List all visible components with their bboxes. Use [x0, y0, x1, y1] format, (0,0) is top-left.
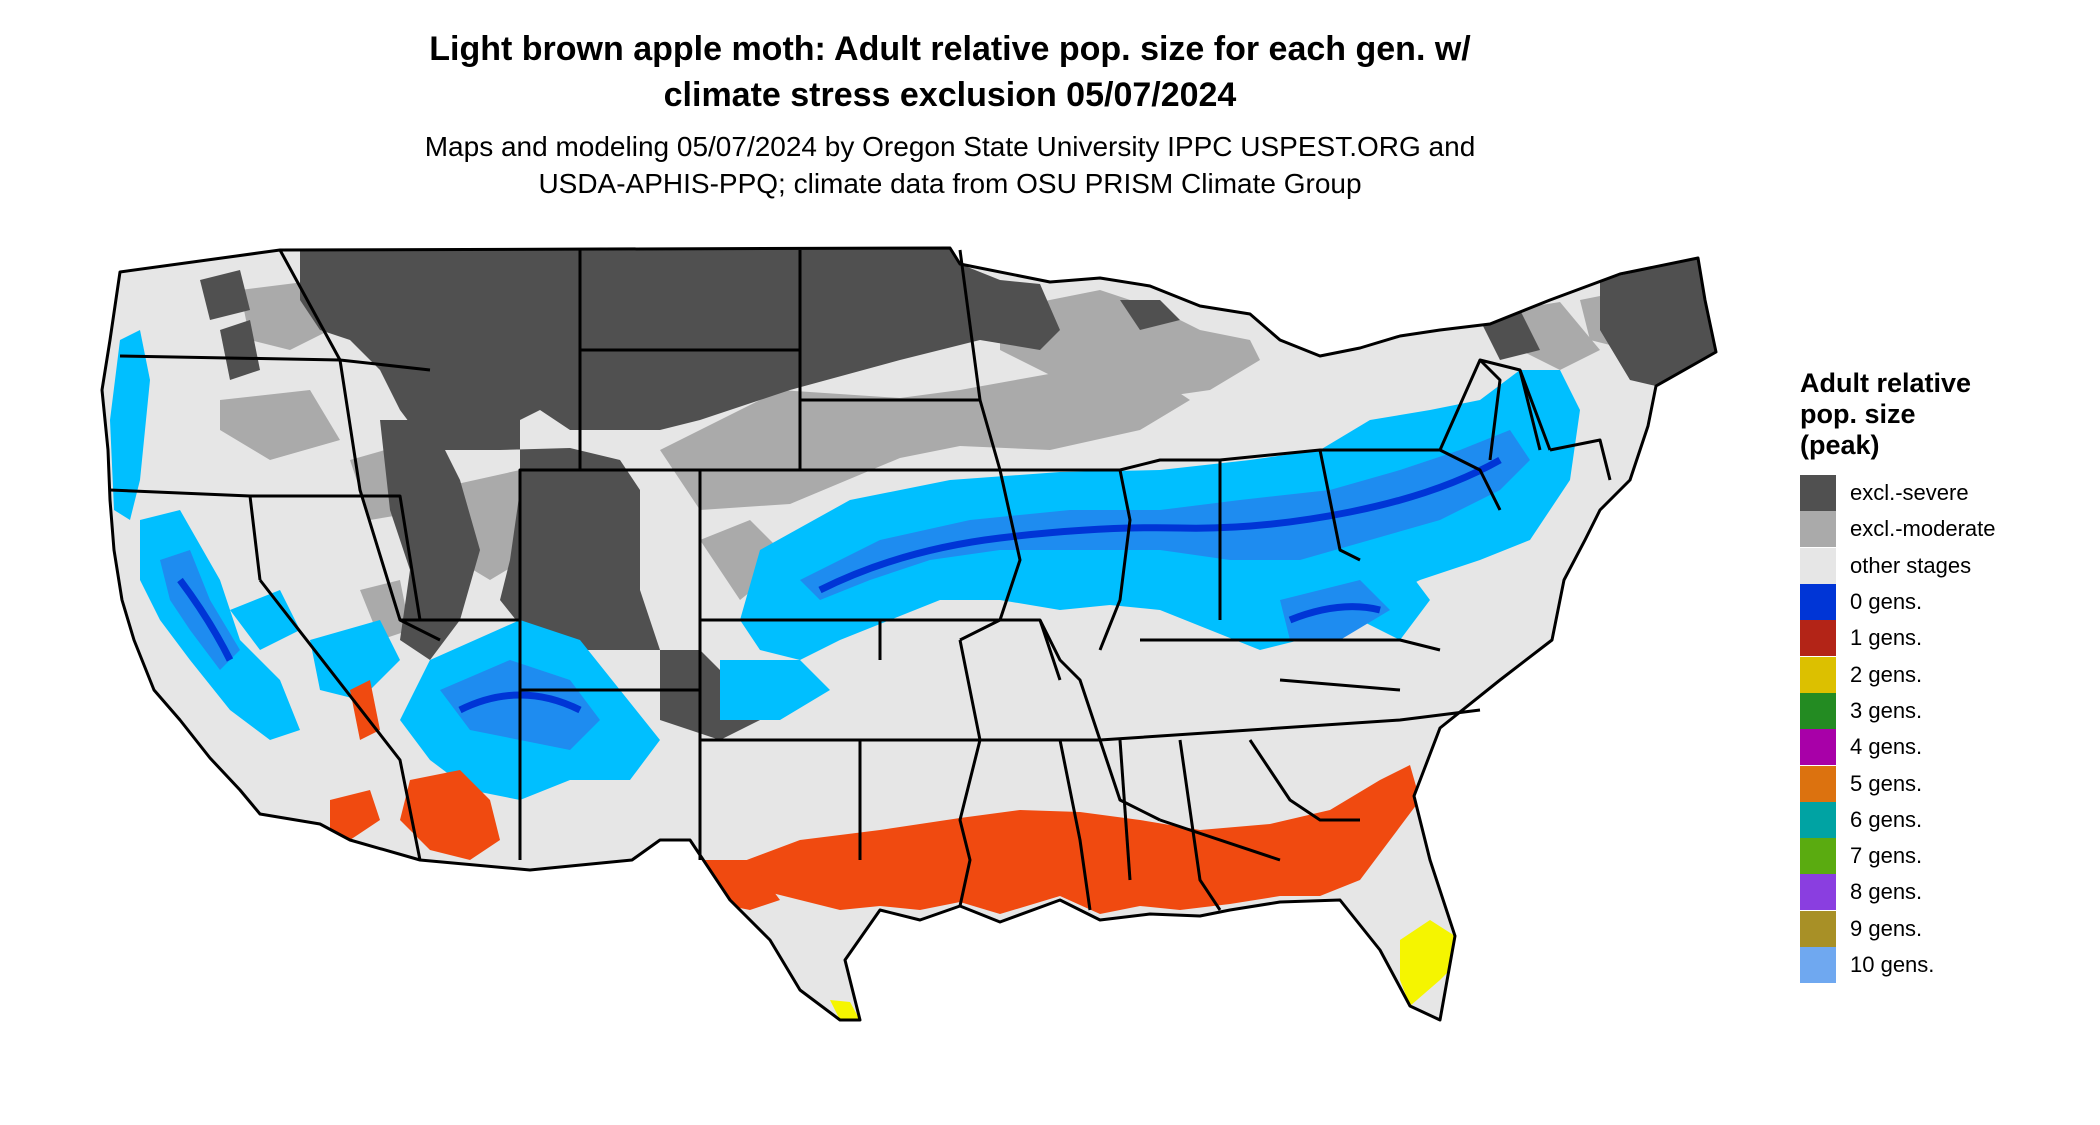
legend-item: excl.-moderate	[1800, 511, 2090, 548]
legend-swatch	[1800, 620, 1836, 657]
legend-label: excl.-severe	[1850, 480, 1969, 506]
subtitle-line-1: Maps and modeling 05/07/2024 by Oregon S…	[424, 131, 1476, 162]
legend-label: 2 gens.	[1850, 661, 1923, 687]
excl-severe-regions	[200, 248, 1716, 740]
two-gen-yellow-patches	[830, 920, 1460, 1020]
legend-label: 3 gens.	[1850, 697, 1923, 723]
legend-title-line-2: pop. size	[1800, 399, 1916, 429]
legend-swatch	[1800, 511, 1836, 548]
legend-item: 0 gens.	[1800, 584, 2090, 621]
legend-swatch	[1800, 838, 1836, 875]
legend-swatch	[1800, 947, 1836, 983]
subtitle-line-2: USDA-APHIS-PPQ; climate data from OSU PR…	[538, 168, 1362, 199]
legend-label: 8 gens.	[1850, 879, 1923, 905]
legend-label: excl.-moderate	[1850, 516, 1996, 542]
legend-label: 5 gens.	[1850, 770, 1923, 796]
legend-label: other stages	[1850, 552, 1972, 578]
legend-item: 7 gens.	[1800, 838, 2090, 875]
title-line-2: climate stress exclusion 05/07/2024	[663, 76, 1237, 114]
legend-item: 2 gens.	[1800, 656, 2090, 693]
legend-title-line-3: (peak)	[1800, 430, 1880, 460]
us-map	[100, 220, 1780, 1120]
legend-item: other stages	[1800, 547, 2090, 584]
legend-item: 1 gens.	[1800, 620, 2090, 657]
title-line-1: Light brown apple moth: Adult relative p…	[429, 30, 1471, 68]
map-subtitle: Maps and modeling 05/07/2024 by Oregon S…	[300, 128, 1600, 202]
legend-swatch	[1800, 656, 1836, 693]
legend-swatch	[1800, 729, 1836, 766]
us-map-svg	[100, 246, 1718, 1022]
zero-gen-core	[177, 456, 1502, 714]
legend-swatch	[1800, 874, 1836, 911]
legend-label: 4 gens.	[1850, 734, 1923, 760]
legend-swatch	[1800, 475, 1836, 512]
legend-label: 9 gens.	[1850, 915, 1923, 941]
legend-swatch	[1800, 910, 1836, 947]
legend-item: excl.-severe	[1800, 475, 2090, 512]
legend-title-line-1: Adult relative	[1800, 368, 1972, 398]
legend-item: 8 gens.	[1800, 874, 2090, 911]
legend-item: 3 gens.	[1800, 692, 2090, 729]
legend-label: 0 gens.	[1850, 589, 1923, 615]
legend-label: 10 gens.	[1850, 952, 1935, 977]
state-borders	[100, 246, 1718, 1022]
legend-item: 10 gens.	[1800, 947, 2090, 983]
map-legend: Adult relative pop. size (peak) excl.-se…	[1800, 368, 2090, 983]
legend-items: excl.-severe excl.-moderate other stages 0 …	[1800, 475, 2090, 983]
legend-swatch	[1800, 584, 1836, 621]
legend-item: 5 gens.	[1800, 765, 2090, 802]
legend-swatch	[1800, 801, 1836, 838]
legend-item: 9 gens.	[1800, 910, 2090, 947]
legend-label: 6 gens.	[1850, 806, 1923, 832]
legend-swatch	[1800, 547, 1836, 584]
legend-label: 1 gens.	[1850, 625, 1923, 651]
legend-swatch	[1800, 692, 1836, 729]
legend-title: Adult relative pop. size (peak)	[1800, 368, 2090, 461]
legend-label: 7 gens.	[1850, 843, 1923, 869]
map-title: Light brown apple moth: Adult relative p…	[300, 26, 1600, 118]
legend-swatch	[1800, 765, 1836, 802]
legend-item: 4 gens.	[1800, 729, 2090, 766]
legend-item: 6 gens.	[1800, 801, 2090, 838]
